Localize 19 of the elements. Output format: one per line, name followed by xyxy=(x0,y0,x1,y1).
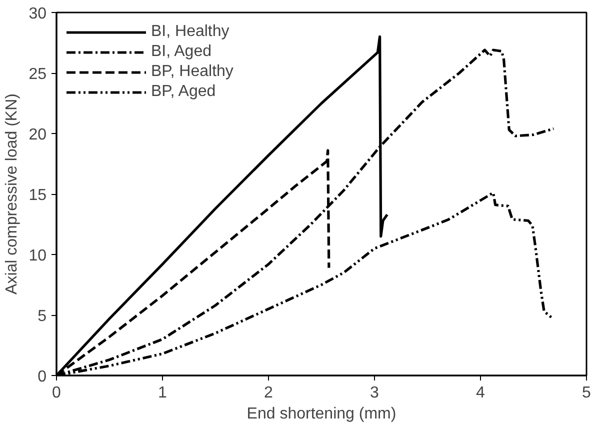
y-tick-label: 30 xyxy=(28,6,47,22)
legend-label: BP, Aged xyxy=(151,83,216,101)
x-tick-label: 4 xyxy=(476,384,486,402)
x-axis-title: End shortening (mm) xyxy=(246,406,396,422)
x-tick-label: 5 xyxy=(582,384,592,402)
y-tick-label: 20 xyxy=(28,126,47,144)
y-tick-label: 25 xyxy=(28,66,47,83)
y-axis-title: Axial compressive load (KN) xyxy=(4,94,21,294)
x-tick-label: 2 xyxy=(264,384,274,402)
y-tick-label: 15 xyxy=(28,187,47,204)
y-tick-label: 5 xyxy=(38,308,47,325)
y-tick-label: 0 xyxy=(38,368,47,386)
x-tick-label: 3 xyxy=(370,384,380,402)
y-tick-label: 10 xyxy=(28,248,47,264)
x-tick-label: 0 xyxy=(52,384,62,402)
legend-label: BP, Healthy xyxy=(151,63,234,81)
legend-label: BI, Healthy xyxy=(151,23,230,41)
x-tick-label: 1 xyxy=(158,384,168,402)
legend-label: BI, Aged xyxy=(151,43,212,61)
